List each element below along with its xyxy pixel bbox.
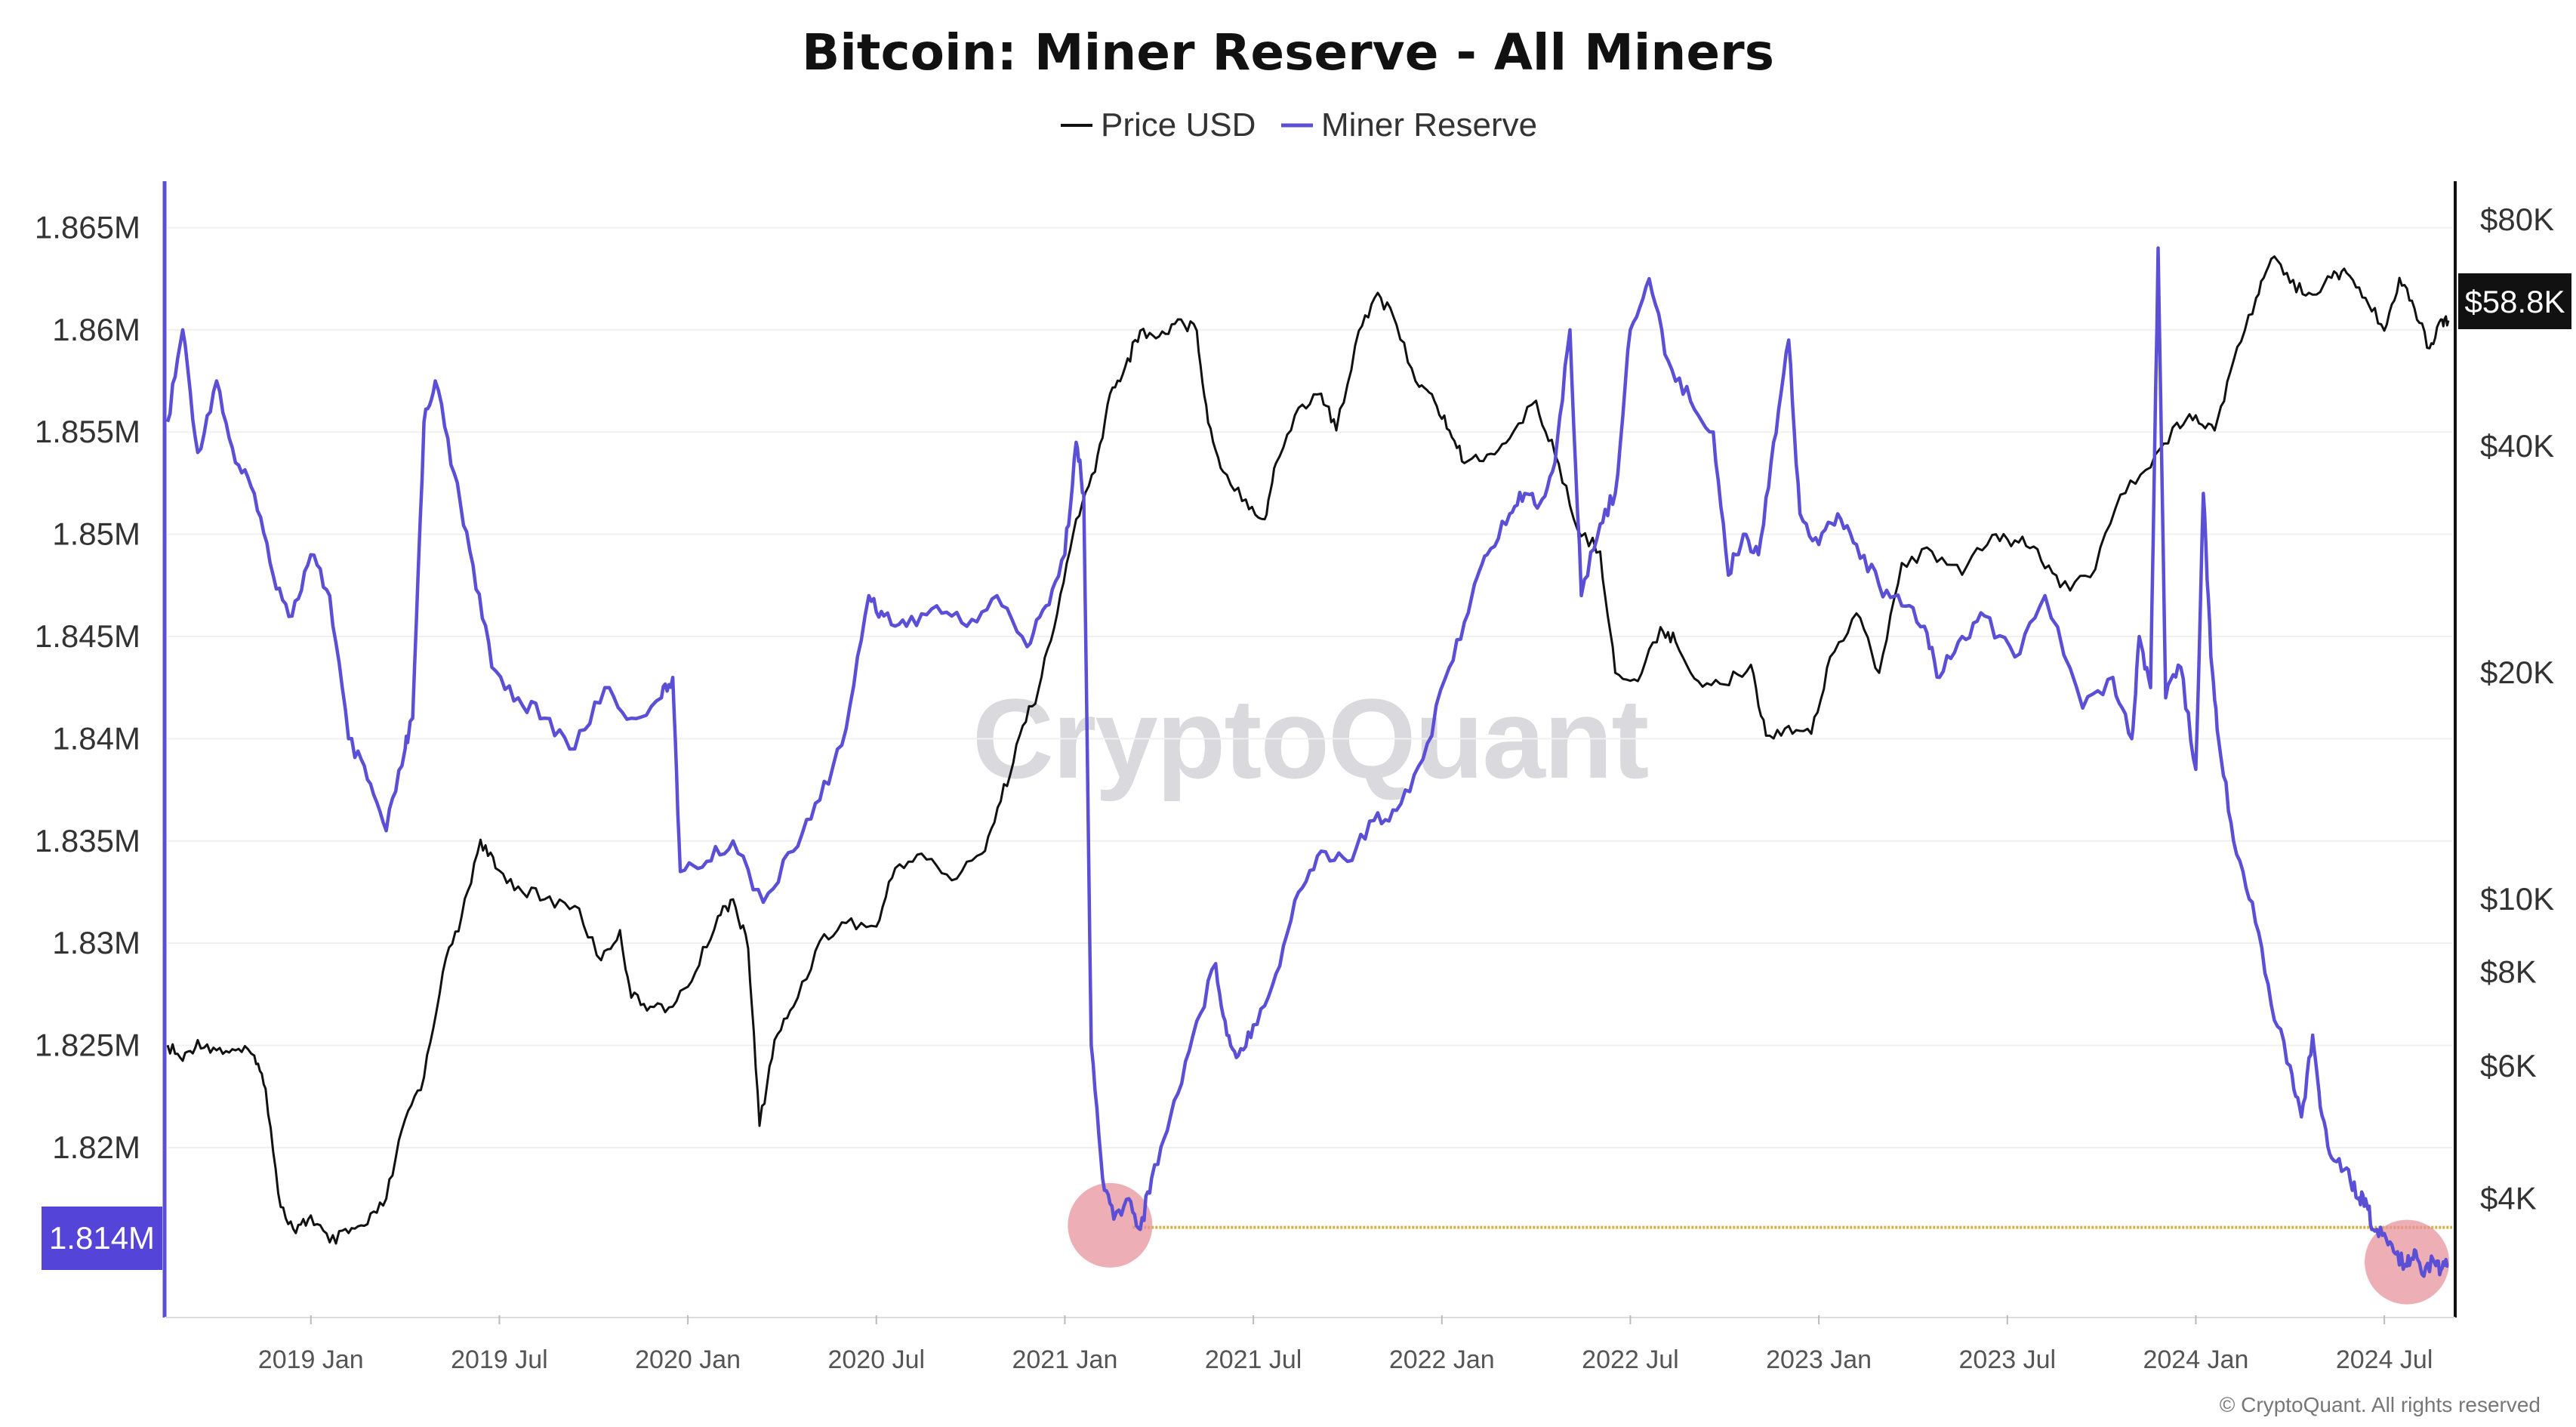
right-tick-label: $80K (2480, 202, 2554, 237)
left-tick-label: 1.84M (52, 720, 140, 756)
chart-title: Bitcoin: Miner Reserve - All Miners (802, 23, 1774, 82)
x-tick-label: 2019 Jul (451, 1345, 548, 1374)
current-price-badge-box (2458, 273, 2571, 329)
left-tick-label: 1.86M (52, 312, 140, 347)
right-axis-ticks: $80K $40K $20K $10K $8K $6K $4K (2480, 202, 2554, 1216)
left-tick-label: 1.825M (35, 1028, 140, 1063)
current-price-label: $58.8K (2464, 284, 2565, 319)
x-tick-label: 2021 Jan (1012, 1345, 1117, 1374)
x-tick-label: 2019 Jan (258, 1345, 364, 1374)
current-reserve-badge: 1.814M (42, 1207, 162, 1270)
left-tick-label: 1.83M (52, 925, 140, 960)
current-price-badge: $58.8K (2458, 273, 2571, 329)
left-tick-label: 1.82M (52, 1130, 140, 1165)
x-tick-label: 2022 Jan (1389, 1345, 1495, 1374)
left-tick-label: 1.845M (35, 618, 140, 654)
legend: Price USD Miner Reserve (1061, 106, 1537, 143)
x-tick-label: 2020 Jul (827, 1345, 925, 1374)
left-axis-ticks: 1.865M 1.86M 1.855M 1.85M 1.845M 1.84M 1.835M 1… (35, 209, 140, 1165)
right-tick-label: $4K (2480, 1181, 2537, 1216)
right-tick-label: $20K (2480, 655, 2554, 690)
left-tick-label: 1.85M (52, 516, 140, 552)
x-tick-label: 2020 Jan (635, 1345, 741, 1374)
current-reserve-badge-box (42, 1207, 162, 1270)
legend-price-label[interactable]: Price USD (1101, 106, 1256, 143)
miner-reserve-series-line (165, 246, 2449, 1278)
right-tick-label: $40K (2480, 428, 2554, 464)
gridlines (168, 227, 2452, 1148)
left-tick-label: 1.865M (35, 209, 140, 245)
price-series-line (166, 255, 2450, 1245)
x-tick-label: 2023 Jan (1766, 1345, 1872, 1374)
right-tick-label: $6K (2480, 1048, 2537, 1083)
right-tick-label: $8K (2480, 954, 2537, 990)
current-reserve-label: 1.814M (49, 1220, 155, 1256)
left-tick-label: 1.855M (35, 414, 140, 449)
legend-reserve-label[interactable]: Miner Reserve (1321, 106, 1537, 143)
right-tick-label: $10K (2480, 881, 2554, 917)
x-tick-label: 2021 Jul (1205, 1345, 1302, 1374)
x-tick-label: 2023 Jul (1959, 1345, 2057, 1374)
x-tick-label: 2024 Jul (2336, 1345, 2433, 1374)
x-tick-label: 2024 Jan (2143, 1345, 2248, 1374)
x-tick-label: 2022 Jul (1582, 1345, 1679, 1374)
left-tick-label: 1.835M (35, 823, 140, 858)
axes (162, 181, 2457, 1318)
copyright-notice: © CryptoQuant. All rights reserved (2220, 1393, 2541, 1416)
x-axis-ticks: 2019 Jan 2019 Jul 2020 Jan 2020 Jul 2021 Jan… (258, 1315, 2433, 1374)
